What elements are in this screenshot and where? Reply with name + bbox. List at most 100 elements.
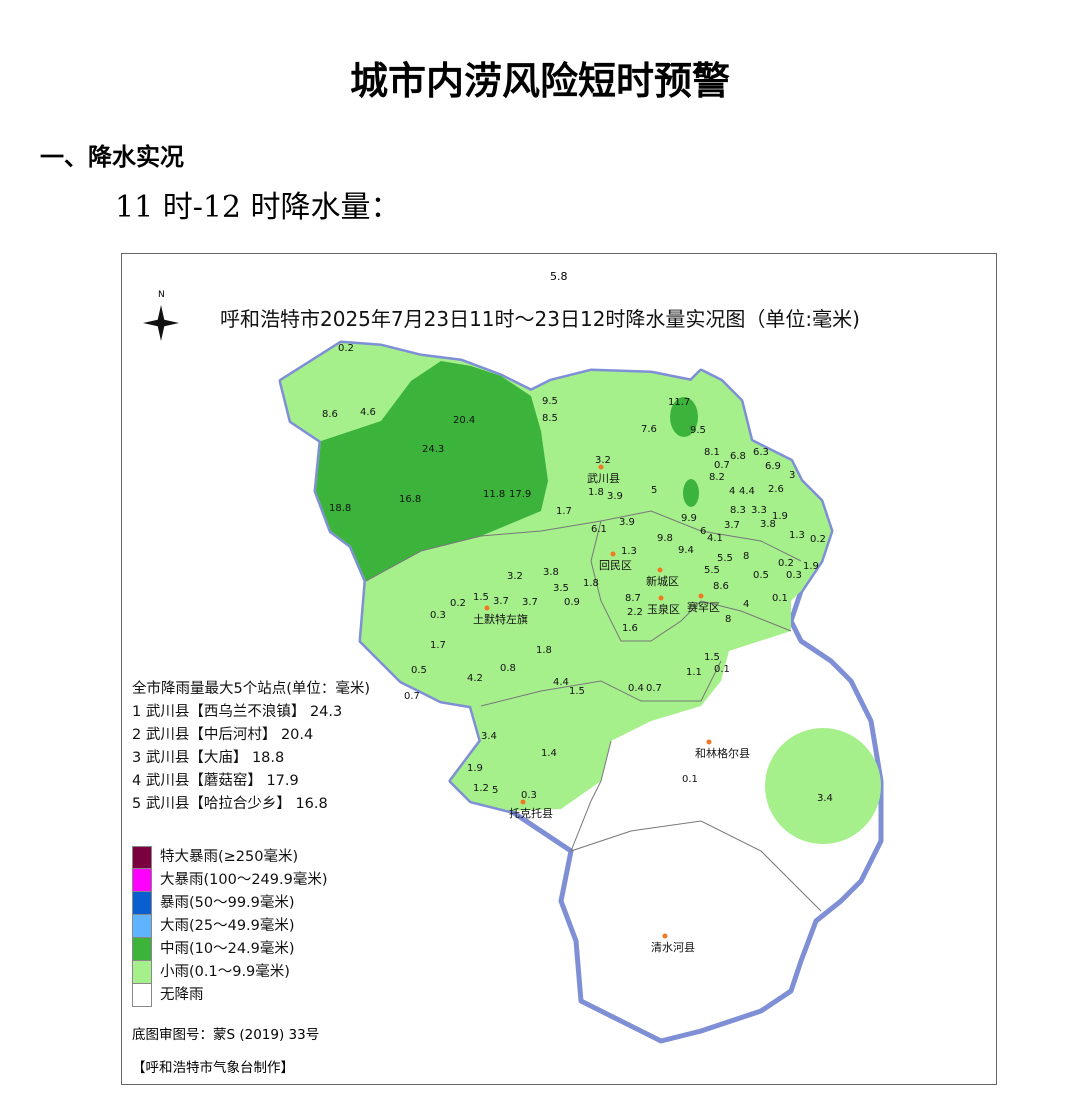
station-value: 3.7 — [724, 520, 740, 531]
legend-label: 无降雨 — [160, 987, 204, 1003]
legend-swatch — [132, 961, 152, 984]
legend-item: 大暴雨(100～249.9毫米) — [132, 869, 370, 892]
station-value: 0.8 — [500, 663, 516, 674]
station-value: 4.1 — [707, 533, 723, 544]
station-value: 8.1 — [704, 447, 720, 458]
county-label: 玉泉区 — [647, 602, 680, 616]
top5-item: 1 武川县【西乌兰不浪镇】 24.3 — [132, 704, 343, 720]
station-value: 3.8 — [760, 519, 776, 530]
station-value: 0.3 — [430, 610, 446, 621]
station-value: 1.9 — [803, 561, 819, 572]
station-value: 3.7 — [522, 597, 538, 608]
station-value: 9.8 — [657, 533, 673, 544]
station-value: 1.2 — [473, 783, 489, 794]
station-value: 0.1 — [772, 593, 788, 604]
station-value: 3.9 — [619, 517, 635, 528]
legend-item: 中雨(10～24.9毫米) — [132, 938, 370, 961]
station-value: 5.5 — [704, 565, 720, 576]
station-value: 3.5 — [553, 583, 569, 594]
county-label: 武川县 — [587, 472, 620, 485]
station-value: 8.2 — [709, 472, 725, 483]
station-value: 1.5 — [473, 592, 489, 603]
station-value: 9.9 — [681, 513, 697, 524]
county-label: 回民区 — [599, 559, 632, 572]
station-value: 6.9 — [765, 461, 781, 472]
station-value: 3.7 — [493, 596, 509, 607]
legend-label: 大雨(25～49.9毫米) — [160, 918, 295, 934]
legend-item: 特大暴雨(≥250毫米) — [132, 846, 370, 869]
light-rain-area-east — [765, 728, 881, 844]
station-value: 9.5 — [542, 396, 558, 407]
station-value: 0.3 — [521, 790, 537, 801]
station-value: 0.2 — [810, 534, 826, 545]
county-border — [480, 660, 722, 707]
legend-label: 暴雨(50～99.9毫米) — [160, 895, 295, 911]
station-value: 9.5 — [690, 425, 706, 436]
legend-swatch — [132, 938, 152, 961]
station-value: 1.6 — [622, 623, 638, 634]
station-value: 3.3 — [751, 505, 767, 516]
legend-item: 暴雨(50～99.9毫米) — [132, 892, 370, 915]
county-seat-marker — [484, 605, 490, 611]
station-value: 0.4 — [628, 683, 644, 694]
county-label: 赛罕区 — [687, 600, 720, 614]
station-value: 1.7 — [556, 506, 572, 517]
station-value: 4 — [729, 486, 735, 497]
station-value: 0.1 — [682, 774, 698, 785]
station-value: 8 — [725, 614, 731, 625]
county-label: 清水河县 — [651, 941, 695, 954]
county-seat-marker — [598, 464, 604, 470]
county-seat-marker — [657, 567, 663, 573]
station-value: 1.7 — [430, 640, 446, 651]
legend-item: 无降雨 — [132, 984, 370, 1007]
county-label: 新城区 — [646, 574, 679, 588]
station-value: 0.2 — [778, 558, 794, 569]
station-value: 7.6 — [641, 424, 657, 435]
legend-swatch — [132, 846, 152, 869]
county-label: 托克托县 — [509, 806, 553, 820]
station-value: 3.4 — [817, 793, 833, 804]
county-border — [570, 740, 822, 912]
station-value: 3.2 — [595, 455, 611, 466]
station-value: 8.7 — [625, 593, 641, 604]
station-value: 4.4 — [553, 677, 569, 688]
section-subtitle: 11 时-12 时降水量： — [115, 190, 401, 225]
station-value: 6 — [700, 526, 706, 537]
map-title: 呼和浩特市2025年7月23日11时～23日12时降水量实况图（单位:毫米) — [220, 307, 860, 331]
top5-item: 5 武川县【哈拉合少乡】 16.8 — [132, 796, 328, 812]
station-value: 0.9 — [564, 597, 580, 608]
station-value: 24.3 — [422, 444, 444, 455]
station-value: 8.3 — [730, 505, 746, 516]
station-value: 6.3 — [753, 447, 769, 458]
station-value: 1.3 — [789, 530, 805, 541]
station-value: 0.2 — [450, 598, 466, 609]
station-value: 1.3 — [621, 546, 637, 557]
station-value: 9.4 — [678, 545, 694, 556]
station-value: 18.8 — [329, 503, 351, 514]
county-seat-marker — [662, 933, 668, 939]
county-seat-marker — [520, 799, 526, 805]
legend-swatch — [132, 869, 152, 892]
station-value: 0.7 — [714, 460, 730, 471]
station-value: 4.4 — [739, 486, 755, 497]
station-value: 8.6 — [322, 409, 338, 420]
station-value: 3 — [789, 470, 795, 481]
map-maker: 【呼和浩特市气象台制作】 — [132, 1060, 294, 1076]
station-value: 0.5 — [411, 665, 427, 676]
county-seat-marker — [658, 595, 664, 601]
station-value: 3.4 — [481, 731, 497, 742]
county-seat-marker — [610, 551, 616, 557]
station-value: 1.5 — [704, 652, 720, 663]
top5-item: 3 武川县【大庙】 18.8 — [132, 750, 285, 766]
top5-item: 2 武川县【中后河村】 20.4 — [132, 727, 314, 743]
county-seat-marker — [706, 739, 712, 745]
legend-label: 小雨(0.1～9.9毫米) — [160, 964, 290, 980]
station-value: 5 — [492, 785, 498, 796]
station-value: 0.7 — [404, 691, 420, 702]
top-value-label: 5.8 — [550, 270, 568, 283]
legend-label: 大暴雨(100～249.9毫米) — [160, 872, 328, 888]
station-value: 20.4 — [453, 415, 475, 426]
station-value: 11.8 — [483, 489, 505, 500]
moderate-rain-area — [316, 361, 548, 581]
station-value: 2.2 — [627, 607, 643, 618]
